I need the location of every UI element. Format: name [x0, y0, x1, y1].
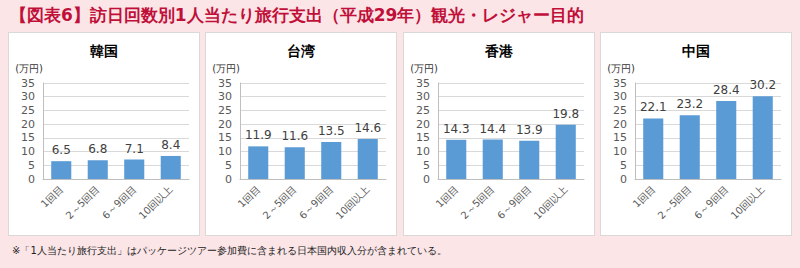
svg-text:6～9回目: 6～9回目 — [297, 183, 335, 221]
svg-text:10: 10 — [613, 145, 627, 158]
svg-text:10: 10 — [416, 145, 430, 158]
svg-text:20: 20 — [416, 118, 430, 131]
svg-text:10: 10 — [21, 145, 35, 158]
svg-text:(万円): (万円) — [410, 63, 438, 74]
svg-text:2～5回目: 2～5回目 — [458, 183, 496, 221]
svg-text:30: 30 — [21, 90, 35, 103]
svg-text:25: 25 — [613, 104, 627, 117]
svg-text:10回以上: 10回以上 — [729, 183, 767, 221]
svg-text:1回目: 1回目 — [631, 183, 657, 209]
svg-text:5: 5 — [620, 159, 627, 172]
svg-text:13.5: 13.5 — [318, 124, 345, 138]
svg-text:(万円): (万円) — [213, 63, 241, 74]
svg-text:5: 5 — [423, 159, 430, 172]
svg-text:25: 25 — [21, 104, 35, 117]
svg-text:香港: 香港 — [484, 43, 514, 59]
svg-text:7.1: 7.1 — [125, 142, 144, 156]
svg-text:6.5: 6.5 — [52, 143, 71, 157]
svg-text:23.2: 23.2 — [676, 97, 703, 111]
html-text:※「1人当たり旅行支出」はパッケージツアー参加費に含まれる日: ※「1人当たり旅行支出」はパッケージツアー参加費に含まれる日本国内収入分が含まれ… — [12, 245, 447, 256]
svg-text:1回目: 1回目 — [39, 183, 65, 209]
svg-text:(万円): (万円) — [15, 63, 43, 74]
svg-text:6～9回目: 6～9回目 — [692, 183, 730, 221]
svg-text:28.4: 28.4 — [713, 83, 740, 97]
svg-text:35: 35 — [21, 77, 35, 90]
svg-text:11.6: 11.6 — [282, 129, 309, 143]
svg-text:2～5回目: 2～5回目 — [64, 183, 102, 221]
svg-text:10回以上: 10回以上 — [531, 183, 569, 221]
svg-text:30: 30 — [218, 90, 232, 103]
svg-text:5: 5 — [28, 159, 35, 172]
svg-text:20: 20 — [218, 118, 232, 131]
svg-text:15: 15 — [218, 131, 232, 144]
svg-text:1回目: 1回目 — [433, 183, 459, 209]
svg-text:35: 35 — [613, 77, 627, 90]
svg-text:8.4: 8.4 — [161, 138, 180, 152]
svg-text:35: 35 — [416, 77, 430, 90]
svg-text:韓国: 韓国 — [90, 43, 118, 59]
svg-text:30: 30 — [613, 90, 627, 103]
svg-text:0: 0 — [620, 173, 627, 186]
svg-text:5: 5 — [225, 159, 232, 172]
svg-text:14.6: 14.6 — [355, 121, 382, 135]
svg-text:10回以上: 10回以上 — [137, 183, 175, 221]
svg-text:25: 25 — [416, 104, 430, 117]
svg-text:10回以上: 10回以上 — [334, 183, 372, 221]
svg-text:35: 35 — [218, 77, 232, 90]
svg-text:15: 15 — [416, 131, 430, 144]
svg-text:11.9: 11.9 — [245, 128, 272, 142]
svg-text:30: 30 — [416, 90, 430, 103]
svg-text:1回目: 1回目 — [236, 183, 262, 209]
svg-text:20: 20 — [21, 118, 35, 131]
svg-text:14.3: 14.3 — [443, 122, 470, 136]
svg-text:6.8: 6.8 — [88, 142, 107, 156]
svg-text:6～9回目: 6～9回目 — [495, 183, 533, 221]
svg-text:2～5回目: 2～5回目 — [261, 183, 299, 221]
svg-text:2～5回目: 2～5回目 — [656, 183, 694, 221]
svg-text:0: 0 — [28, 173, 35, 186]
svg-text:10: 10 — [218, 145, 232, 158]
svg-text:14.4: 14.4 — [479, 122, 506, 136]
svg-text:0: 0 — [423, 173, 430, 186]
svg-text:15: 15 — [613, 131, 627, 144]
svg-text:25: 25 — [218, 104, 232, 117]
svg-text:15: 15 — [21, 131, 35, 144]
svg-text:19.8: 19.8 — [552, 107, 579, 121]
svg-text:6～9回目: 6～9回目 — [100, 183, 138, 221]
svg-text:22.1: 22.1 — [640, 100, 667, 114]
svg-text:0: 0 — [225, 173, 232, 186]
svg-text:20: 20 — [613, 118, 627, 131]
svg-text:台湾: 台湾 — [287, 43, 315, 59]
svg-text:30.2: 30.2 — [749, 78, 776, 92]
svg-text:13.9: 13.9 — [516, 123, 543, 137]
html-text:【図表6】訪日回数別1人当たり旅行支出（平成29年）観光・レ: 【図表6】訪日回数別1人当たり旅行支出（平成29年）観光・レジャー目的 — [10, 5, 585, 25]
svg-text:中国: 中国 — [682, 43, 710, 59]
svg-text:(万円): (万円) — [607, 63, 635, 74]
